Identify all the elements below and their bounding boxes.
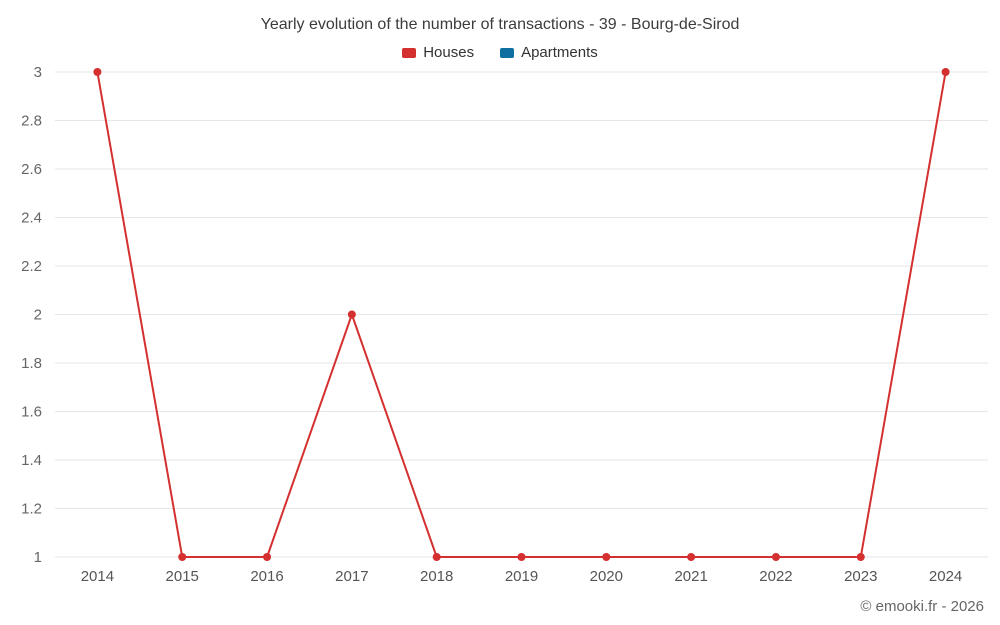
apartments-series-swatch-icon	[500, 47, 515, 58]
y-tick-label: 2.6	[21, 161, 42, 178]
legend-item-apartments[interactable]: Apartments	[500, 44, 598, 61]
y-tick-label: 2.8	[21, 113, 42, 130]
y-tick-label: 1	[34, 549, 42, 566]
x-tick-label: 2021	[674, 568, 707, 585]
x-tick-label: 2018	[420, 568, 453, 585]
x-tick-label: 2019	[505, 568, 538, 585]
x-tick-label: 2016	[250, 568, 283, 585]
data-point-houses-2017[interactable]	[347, 310, 356, 319]
y-tick-label: 1.4	[21, 452, 42, 469]
data-point-houses-2021[interactable]	[687, 553, 696, 561]
data-point-houses-2022[interactable]	[771, 553, 780, 561]
legend-label-houses: Houses	[423, 44, 475, 61]
y-tick-label: 1.6	[21, 404, 42, 421]
data-point-houses-2014[interactable]	[93, 68, 102, 76]
x-tick-label: 2023	[844, 568, 877, 585]
data-point-houses-2024[interactable]	[941, 68, 950, 76]
data-point-houses-2020[interactable]	[602, 553, 611, 561]
data-point-houses-2019[interactable]	[517, 553, 526, 561]
data-point-houses-2018[interactable]	[432, 553, 441, 561]
y-tick-label: 1.2	[21, 501, 42, 518]
x-tick-label: 2020	[590, 568, 623, 585]
x-tick-label: 2015	[166, 568, 199, 585]
legend-label-apartments: Apartments	[521, 44, 598, 61]
data-point-houses-2015[interactable]	[178, 553, 187, 561]
y-tick-label: 1.8	[21, 355, 42, 372]
y-tick-label: 2.4	[21, 210, 42, 227]
x-tick-label: 2017	[335, 568, 368, 585]
chart-title: Yearly evolution of the number of transa…	[260, 16, 740, 33]
y-tick-label: 2.2	[21, 258, 42, 275]
houses-series-swatch-icon	[402, 47, 417, 58]
data-point-houses-2016[interactable]	[263, 553, 272, 561]
y-tick-label: 3	[34, 64, 42, 81]
legend-item-houses[interactable]: Houses	[402, 44, 474, 61]
x-tick-label: 2024	[929, 568, 962, 585]
credit-text: © emooki.fr - 2026	[860, 598, 984, 615]
y-tick-label: 2	[34, 307, 42, 324]
x-tick-label: 2022	[759, 568, 792, 585]
x-tick-label: 2014	[81, 568, 114, 585]
data-point-houses-2023[interactable]	[856, 553, 865, 561]
legend: Houses Apartments	[0, 44, 1000, 61]
